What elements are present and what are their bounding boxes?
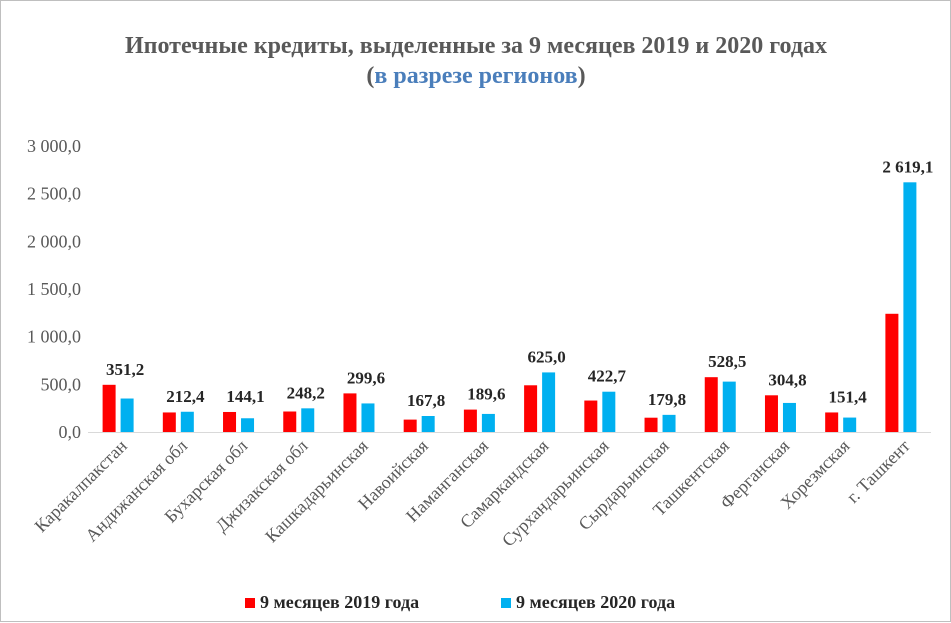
y-tick-label: 0,0 xyxy=(59,422,82,442)
bars-group xyxy=(102,182,917,432)
bar-2020 xyxy=(843,417,857,432)
subtitle-close-paren: ) xyxy=(578,63,586,89)
bar-2020 xyxy=(481,413,495,432)
chart-title: Ипотечные кредиты, выделенные за 9 месяц… xyxy=(125,33,827,59)
subtitle-text: в разрезе регионов xyxy=(374,63,577,89)
subtitle-open-paren: ( xyxy=(366,63,374,89)
bar-2020 xyxy=(542,372,556,432)
category-label: Кашкадарьинская xyxy=(261,436,372,547)
y-axis: 0,0 500,0 1 000,0 1 500,0 2 000,0 2 500,0 3 00… xyxy=(27,136,931,442)
y-tick-label: 2 000,0 xyxy=(27,231,81,251)
category-label: Андижанская обл xyxy=(81,436,191,546)
data-label-2020: 304,8 xyxy=(768,370,806,389)
bar-2019 xyxy=(102,384,116,432)
data-label-2020: 422,7 xyxy=(588,367,627,386)
data-label-2020: 248,2 xyxy=(287,383,325,402)
bar-2020 xyxy=(301,408,315,432)
bar-2020 xyxy=(662,414,676,432)
legend-label-2019: 9 месяцев 2019 года xyxy=(260,592,419,612)
y-tick-label: 500,0 xyxy=(41,374,82,394)
bar-2019 xyxy=(223,411,237,432)
bar-2020 xyxy=(241,418,255,432)
bar-2019 xyxy=(584,400,598,432)
bar-2019 xyxy=(825,412,839,432)
bar-2019 xyxy=(704,377,718,432)
bar-2020 xyxy=(361,403,375,432)
bar-2019 xyxy=(403,419,417,432)
legend-swatch-2019 xyxy=(245,598,255,608)
bar-2020 xyxy=(180,411,194,432)
bar-2019 xyxy=(644,417,658,432)
category-label: г. Ташкент xyxy=(843,436,914,507)
y-tick-label: 1 500,0 xyxy=(27,279,81,299)
data-label-2020: 212,4 xyxy=(166,387,205,406)
data-label-2020: 351,2 xyxy=(106,360,144,379)
y-tick-label: 3 000,0 xyxy=(27,136,81,156)
data-label-2020: 625,0 xyxy=(527,347,565,366)
bar-2019 xyxy=(162,412,176,432)
bar-2020 xyxy=(782,402,796,432)
data-label-2020: 2 619,1 xyxy=(882,157,933,176)
bar-2020 xyxy=(722,381,736,432)
bar-2019 xyxy=(343,393,357,432)
bar-2020 xyxy=(120,398,134,432)
legend-label-2020: 9 месяцев 2020 года xyxy=(516,592,675,612)
bar-2019 xyxy=(885,313,899,432)
data-label-2020: 144,1 xyxy=(226,387,264,406)
data-label-2020: 167,8 xyxy=(407,391,445,410)
bar-2019 xyxy=(283,411,297,432)
chart-subtitle: (в разрезе регионов) xyxy=(366,63,585,89)
data-labels-group: 351,2 212,4 144,1 248,2 299,6 167,8 189,6 625,0… xyxy=(106,157,933,410)
data-label-2020: 299,6 xyxy=(347,368,385,387)
data-label-2020: 179,8 xyxy=(648,390,686,409)
bar-2019 xyxy=(764,395,778,432)
bar-2020 xyxy=(421,416,435,432)
bar-2019 xyxy=(463,409,477,432)
bar-2019 xyxy=(524,385,538,432)
bar-2020 xyxy=(602,391,616,432)
data-label-2020: 151,4 xyxy=(829,387,868,406)
legend: 9 месяцев 2019 года 9 месяцев 2020 года xyxy=(245,592,675,612)
data-label-2020: 189,6 xyxy=(467,385,505,404)
y-tick-label: 1 000,0 xyxy=(27,327,81,347)
legend-swatch-2020 xyxy=(501,598,511,608)
bar-2020 xyxy=(903,182,917,432)
data-label-2020: 528,5 xyxy=(708,352,746,371)
category-label: Сурхандарьинская xyxy=(498,436,613,551)
y-tick-label: 2 500,0 xyxy=(27,184,81,204)
